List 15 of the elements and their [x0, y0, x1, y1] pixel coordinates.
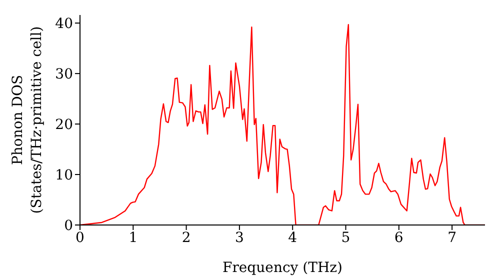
x-tick-label: 5: [341, 230, 350, 246]
y-axis-title: Phonon DOS (States/THz·primitive cell): [10, 26, 45, 214]
y-tick-label: 40: [55, 16, 73, 32]
x-tick-label: 6: [394, 230, 404, 246]
y-tick-label: 20: [55, 117, 73, 134]
x-tick-label: 2: [182, 230, 191, 246]
x-tick-label: 1: [128, 230, 138, 246]
x-tick-label: 4: [288, 230, 298, 246]
y-tick-label: 30: [55, 66, 73, 83]
x-tick-label: 0: [76, 230, 84, 246]
y-tick-label: 10: [55, 167, 73, 184]
x-axis-title: Frequency (THz): [222, 260, 343, 276]
x-tick-label: 3: [234, 230, 244, 246]
x-tick-label: 7: [448, 230, 457, 246]
y-tick-label: 0: [64, 218, 73, 234]
